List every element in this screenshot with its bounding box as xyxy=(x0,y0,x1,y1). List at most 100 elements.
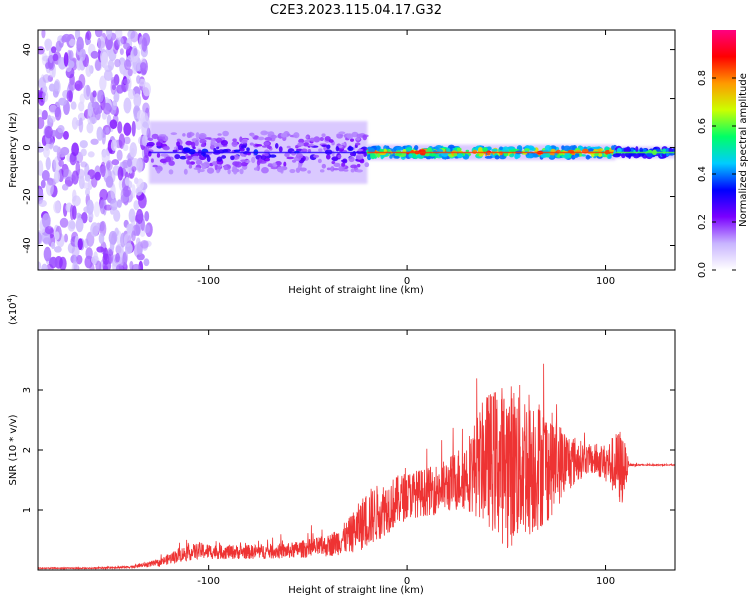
heatmap-cell xyxy=(429,152,437,157)
heatmap-cell xyxy=(215,137,223,144)
heatmap-cell xyxy=(71,142,80,157)
heatmap-cell xyxy=(131,216,136,227)
heatmap-cell xyxy=(307,144,315,147)
heatmap-cell xyxy=(118,133,125,149)
heatmap-cell xyxy=(124,59,132,71)
heatmap-cell xyxy=(514,153,519,160)
heatmap-cell xyxy=(123,136,131,145)
heatmap-cell xyxy=(143,155,150,163)
heatmap-cell xyxy=(103,69,113,81)
heatmap-cell xyxy=(44,38,53,50)
heatmap-cell xyxy=(611,145,615,151)
heatmap-cell xyxy=(124,242,133,254)
heatmap-cell xyxy=(389,154,393,159)
heatmap-cell xyxy=(70,101,77,110)
heatmap-cell xyxy=(141,121,150,138)
heatmap-cell xyxy=(75,217,84,233)
heatmap-cell xyxy=(221,155,227,159)
heatmap-cell xyxy=(123,97,132,114)
heatmap-cell xyxy=(507,146,515,150)
heatmap-cell xyxy=(152,164,158,168)
heatmap-cell xyxy=(110,139,118,151)
heatmap-cell xyxy=(321,133,326,138)
heatmap-cell xyxy=(276,161,282,166)
heatmap-cell xyxy=(192,146,196,150)
heatmap-cell xyxy=(142,134,149,147)
heatmap-cell xyxy=(578,152,583,157)
heatmap-cell xyxy=(57,125,65,133)
heatmap-cell xyxy=(338,165,342,172)
heatmap-cell xyxy=(135,208,144,224)
heatmap-cell xyxy=(456,147,462,152)
heatmap-cell xyxy=(85,188,91,197)
heatmap-cell xyxy=(117,166,124,181)
heatmap-cell xyxy=(83,84,92,101)
heatmap-cell xyxy=(58,159,64,167)
heatmap-cell xyxy=(95,260,102,270)
heatmap-cell xyxy=(350,138,355,142)
heatmap-cell xyxy=(350,164,358,169)
heatmap-cell xyxy=(186,159,190,165)
heatmap-cell xyxy=(254,144,263,147)
spectrogram-x-ticks: -100 0 100 xyxy=(197,30,615,287)
heatmap-cell xyxy=(174,154,181,160)
x-tick-label: 100 xyxy=(596,276,615,287)
heatmap-cell xyxy=(87,109,92,125)
heatmap-cell xyxy=(42,145,50,158)
heatmap-cell xyxy=(176,141,180,147)
heatmap-cell xyxy=(338,145,343,149)
heatmap-cell xyxy=(573,155,578,158)
heatmap-cell xyxy=(176,138,181,142)
heatmap-cell xyxy=(342,158,348,164)
y-tick-label: 3 xyxy=(22,387,33,393)
colorbar-tick-label: 0.6 xyxy=(697,118,708,134)
heatmap-cell xyxy=(328,139,334,143)
heatmap-cell xyxy=(135,220,141,237)
heatmap-cell xyxy=(554,152,558,156)
heatmap-cell xyxy=(160,153,169,157)
heatmap-cell xyxy=(356,163,361,168)
heatmap-cell xyxy=(123,78,131,85)
heatmap-cell xyxy=(293,132,300,139)
heatmap-cell xyxy=(191,155,200,161)
heatmap-cell xyxy=(356,133,363,138)
heatmap-cell xyxy=(286,145,291,149)
heatmap-cell xyxy=(41,109,48,121)
heatmap-cell xyxy=(59,217,69,228)
heatmap-cell xyxy=(251,134,255,138)
heatmap-cell xyxy=(52,53,59,62)
heatmap-cell xyxy=(509,153,515,158)
heatmap-cell xyxy=(330,166,335,172)
heatmap-cell xyxy=(147,150,152,157)
heatmap-cell xyxy=(141,37,148,52)
heatmap-cell xyxy=(240,139,248,144)
heatmap-cell xyxy=(96,89,104,103)
heatmap-cell xyxy=(79,48,86,61)
heatmap-cell xyxy=(78,175,85,190)
heatmap-cell xyxy=(189,161,196,165)
heatmap-cell xyxy=(318,148,323,152)
heatmap-cell xyxy=(105,103,111,112)
heatmap-cell xyxy=(94,30,103,38)
colorbar-label: Normalized spectral amplitude xyxy=(738,73,749,227)
heatmap-cell xyxy=(168,160,175,166)
heatmap-cell xyxy=(263,141,270,146)
heatmap-cell xyxy=(133,93,142,108)
heatmap-cell xyxy=(408,153,413,158)
colorbar-ticks: 0.0 0.2 0.4 0.6 0.8 xyxy=(697,70,736,278)
heatmap-cell xyxy=(187,155,193,161)
heatmap-cell xyxy=(143,224,151,234)
heatmap-cell xyxy=(283,161,287,167)
y-tick-label: 2 xyxy=(22,447,33,453)
heatmap-cell xyxy=(144,211,150,222)
heatmap-cell xyxy=(564,152,571,156)
heatmap-cell xyxy=(362,134,367,141)
heatmap-cell xyxy=(269,154,277,158)
heatmap-cell xyxy=(302,142,310,147)
spectrogram-x-label: Height of straight line (km) xyxy=(288,285,424,296)
heatmap-cell xyxy=(343,169,349,172)
heatmap-cell xyxy=(633,153,640,159)
heatmap-cell xyxy=(642,148,647,153)
heatmap-cell xyxy=(131,184,136,199)
heatmap-cell xyxy=(623,147,630,153)
